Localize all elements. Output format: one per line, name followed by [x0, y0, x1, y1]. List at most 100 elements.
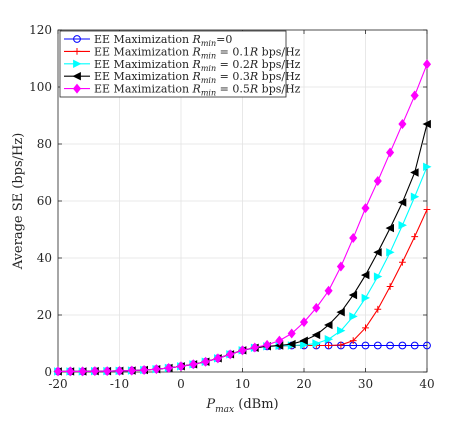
data-point-triangle	[397, 198, 407, 207]
data-point-triangle	[385, 223, 394, 233]
legend-label-part: R	[249, 70, 258, 83]
data-point-triangle	[337, 326, 346, 335]
legend-label: EE Maximization Rmin = 0.2R bps/Hz	[94, 58, 301, 73]
data-point-circle	[423, 341, 431, 350]
x-tick-label: -10	[110, 377, 129, 391]
legend-label-part: EE Maximization	[94, 33, 193, 46]
legend-label-part: min	[201, 39, 216, 48]
legend-label-part: min	[201, 64, 216, 73]
legend-label-part: = 0.3	[216, 70, 250, 83]
data-point-diamond	[275, 335, 284, 346]
series-5	[53, 59, 432, 377]
legend-label-part: R	[192, 58, 201, 71]
data-point-diamond	[115, 365, 124, 376]
data-point-diamond	[213, 353, 222, 364]
data-point-diamond	[312, 302, 321, 313]
data-point-plus	[325, 342, 332, 349]
legend-label: EE Maximization Rmin = 0.5R bps/Hz	[94, 83, 301, 98]
data-point-diamond	[90, 366, 99, 377]
y-axis-label: Average SE (bps/Hz)	[11, 133, 26, 271]
data-point-diamond	[72, 83, 82, 94]
legend-label-part: EE Maximization	[94, 70, 193, 83]
data-point-diamond	[422, 59, 432, 70]
data-series	[53, 59, 432, 377]
legend-label-part: R	[192, 33, 201, 46]
data-point-triangle	[299, 336, 308, 345]
legend-label-part: R	[192, 83, 201, 96]
data-point-diamond	[201, 356, 210, 367]
y-tick-label: 0	[44, 365, 52, 379]
legend-item: EE Maximization Rmin = 0.3R bps/Hz	[64, 70, 301, 85]
x-tick-label: 20	[296, 377, 311, 391]
data-point-diamond	[152, 364, 161, 375]
data-point-diamond	[299, 317, 309, 328]
data-point-triangle	[410, 168, 419, 177]
data-point-triangle	[349, 312, 358, 321]
data-point-triangle	[373, 248, 382, 257]
data-point-diamond	[263, 339, 272, 350]
legend-label-part: R	[192, 70, 201, 83]
data-point-triangle	[324, 335, 334, 344]
data-point-diamond	[373, 176, 382, 187]
data-point-diamond	[103, 366, 112, 377]
legend-label-part: = 0.2	[216, 58, 250, 71]
data-point-circle	[361, 341, 370, 350]
legend-label-part: R	[249, 45, 258, 58]
data-point-triangle	[336, 307, 345, 317]
legend-label-part: EE Maximization	[94, 45, 193, 58]
data-point-diamond	[226, 349, 235, 360]
legend-label: EE Maximization Rmin=0	[94, 33, 232, 48]
legend-label-part: R	[249, 58, 258, 71]
data-point-triangle	[361, 293, 371, 303]
data-point-triangle	[410, 192, 420, 201]
y-tick-label: 100	[29, 80, 52, 94]
data-point-plus	[411, 233, 419, 241]
legend-label-part: R	[249, 83, 258, 96]
data-point-circle	[386, 341, 395, 350]
legend-label-part: bps/Hz	[258, 83, 301, 96]
legend-label-part: =0	[216, 33, 232, 46]
data-point-diamond	[398, 119, 407, 130]
data-point-plus	[73, 48, 81, 55]
data-point-circle	[410, 341, 419, 350]
legend: EE Maximization Rmin=0EE Maximization Rm…	[59, 30, 301, 98]
x-axis-label-symbol: P	[205, 397, 215, 412]
legend-label-part: EE Maximization	[94, 58, 193, 71]
data-point-plus	[386, 283, 394, 290]
x-tick-label: -20	[48, 377, 67, 391]
x-tick-label: 30	[358, 377, 373, 391]
data-point-plus	[362, 324, 369, 332]
data-point-triangle	[300, 340, 309, 350]
legend-label-part: R	[192, 45, 201, 58]
data-point-triangle	[73, 59, 82, 69]
data-point-triangle	[312, 339, 321, 348]
x-tick-label: 0	[177, 377, 185, 391]
legend-label-part: min	[201, 76, 216, 85]
data-point-triangle	[287, 339, 296, 349]
y-tick-label: 120	[29, 23, 52, 37]
data-point-diamond	[386, 147, 395, 158]
data-point-plus	[337, 341, 345, 349]
data-point-diamond	[336, 261, 345, 272]
data-point-triangle	[422, 119, 431, 129]
legend-label-part: = 0.5	[216, 83, 250, 96]
y-tick-label: 60	[37, 194, 52, 208]
data-point-diamond	[361, 203, 370, 214]
x-axis-label: Pmax (dBm)	[205, 397, 278, 415]
y-tick-label: 20	[37, 308, 52, 322]
legend-label-part: bps/Hz	[258, 70, 301, 83]
data-point-plus	[349, 337, 357, 345]
legend-item: EE Maximization Rmin = 0.2R bps/Hz	[64, 58, 301, 73]
x-tick-label: 40	[419, 377, 434, 391]
data-point-diamond	[287, 328, 296, 339]
data-point-triangle	[324, 320, 333, 330]
data-point-plus	[423, 206, 431, 213]
data-point-triangle	[72, 71, 81, 81]
data-point-circle	[73, 35, 81, 43]
data-point-diamond	[410, 90, 419, 101]
data-point-diamond	[53, 366, 63, 377]
data-point-triangle	[360, 270, 370, 280]
data-point-plus	[399, 258, 406, 266]
data-point-diamond	[140, 365, 149, 375]
data-point-diamond	[164, 363, 173, 374]
